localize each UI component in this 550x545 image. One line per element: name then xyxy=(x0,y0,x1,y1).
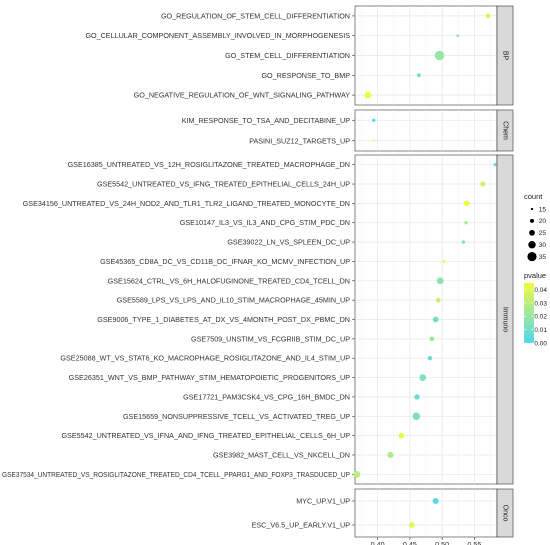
data-point xyxy=(493,163,497,167)
panel-gridlines xyxy=(355,6,497,105)
facet-panels: GO_REGULATION_OF_STEM_CELL_DIFFERENTIATI… xyxy=(2,5,514,538)
term-label: GSE39022_LN_VS_SPLEEN_DC_UP xyxy=(227,238,350,247)
data-point xyxy=(427,356,433,361)
term-label: GSE7509_UNSTIM_VS_FCGRIIB_STIM_DC_UP xyxy=(191,334,350,343)
colorbar-label: 0.04 xyxy=(534,287,547,294)
term-label: GO_NEGATIVE_REGULATION_OF_WNT_SIGNALING_… xyxy=(134,91,351,100)
data-point xyxy=(432,316,439,323)
count-legend-key xyxy=(529,229,535,236)
data-point xyxy=(463,200,470,207)
term-label: GSE10147_IL3_VS_IL3_AND_CPG_STIM_PDC_DN xyxy=(180,218,350,227)
data-point xyxy=(429,336,435,342)
panel-gridlines xyxy=(355,489,497,537)
term-label: GSE15624_CTRL_VS_6H_HALOFUGINONE_TREATED… xyxy=(108,276,350,285)
data-point xyxy=(372,118,376,122)
count-legend-label: 30 xyxy=(539,242,547,249)
facet-immuno: GSE16385_UNTREATED_VS_12H_ROSIGLITAZONE_… xyxy=(2,154,514,485)
pvalue-colorbar xyxy=(524,283,534,343)
term-label: GO_STEM_CELL_DIFFERENTIATION xyxy=(225,51,350,60)
term-label: GSE45365_CD8A_DC_VS_CD11B_DC_IFNAR_KO_MC… xyxy=(100,257,350,266)
facet-strip-label: Onco xyxy=(502,505,509,522)
x-tick-label: 0.45 xyxy=(403,540,417,545)
facet-strip xyxy=(496,5,514,106)
term-label: GSE34156_UNTREATED_VS_24H_NOD2_AND_TLR1_… xyxy=(23,199,350,208)
colorbar-label: 0.02 xyxy=(534,314,547,321)
data-point xyxy=(416,73,421,78)
facet-chem: KIM_RESPONSE_TO_TSA_AND_DECITABINE_UP PAS… xyxy=(182,109,514,152)
pvalue-legend: pvalue 0.04 0.03 0.02 0.01 0.00 xyxy=(524,271,547,347)
count-legend-label: 25 xyxy=(539,230,547,237)
facet-strip-label: Immuno xyxy=(502,307,509,332)
term-label: GO_CELLULAR_COMPONENT_ASSEMBLY_INVOLVED_… xyxy=(85,31,350,40)
term-label: GSE25088_WT_VS_STAT6_KO_MACROPHAGE_ROSIG… xyxy=(60,354,350,363)
facet-strip xyxy=(496,488,514,538)
data-point xyxy=(398,432,405,439)
data-point xyxy=(412,412,421,420)
x-tick-label: 0.50 xyxy=(435,540,449,545)
data-point xyxy=(419,374,427,381)
count-legend-key xyxy=(529,218,535,223)
facet-strip-label: Chem xyxy=(502,121,509,140)
pvalue-legend-title: pvalue xyxy=(524,271,546,280)
count-legend-label: 15 xyxy=(539,206,547,213)
term-label: GO_RESPONSE_TO_BMP xyxy=(261,71,350,80)
data-point xyxy=(435,297,441,303)
count-legend-key xyxy=(528,240,536,249)
term-label: PASINI_SUZ12_TARGETS_UP xyxy=(249,136,350,145)
count-legend-label: 20 xyxy=(539,218,547,225)
x-axis: 0.40 0.45 0.50 0.55 xyxy=(371,537,481,545)
x-tick-label: 0.40 xyxy=(371,540,385,545)
count-legend-key xyxy=(530,207,534,211)
count-legend-label: 35 xyxy=(539,254,547,261)
term-label: GSE9006_TYPE_1_DIABETES_AT_DX_VS_4MONTH_… xyxy=(97,315,350,324)
data-point xyxy=(485,13,491,19)
facet-bp: GO_REGULATION_OF_STEM_CELL_DIFFERENTIATI… xyxy=(85,5,514,106)
term-label: GSE16385_UNTREATED_VS_12H_ROSIGLITAZONE_… xyxy=(68,160,350,169)
term-label: KIM_RESPONSE_TO_TSA_AND_DECITABINE_UP xyxy=(182,116,350,125)
term-label: GSE15659_NONSUPPRESSIVE_TCELL_VS_ACTIVAT… xyxy=(123,412,350,421)
term-label: GO_REGULATION_OF_STEM_CELL_DIFFERENTIATI… xyxy=(161,11,350,20)
term-label: GSE37534_UNTREATED_VS_ROSIGLITAZONE_TREA… xyxy=(2,470,350,479)
count-legend: count 15 20 25 30 35 xyxy=(524,192,547,262)
term-label: GSE5589_LPS_VS_LPS_AND_IL10_STIM_MACROPH… xyxy=(117,296,351,305)
data-point xyxy=(372,139,375,142)
data-point xyxy=(464,221,468,225)
term-label: GSE26351_WNT_VS_BMP_PATHWAY_STIM_HEMATOP… xyxy=(69,373,351,382)
facet-strip xyxy=(496,154,514,485)
data-point xyxy=(434,50,445,61)
data-point xyxy=(436,277,444,285)
term-label: GSE3982_MAST_CELL_VS_NKCELL_DN xyxy=(213,450,350,459)
data-point xyxy=(408,522,415,528)
term-label: ESC_V6.5_UP_EARLY.V1_UP xyxy=(252,521,351,530)
data-point xyxy=(364,91,372,99)
data-point xyxy=(387,451,394,459)
colorbar-label: 0.00 xyxy=(534,340,547,347)
facet-onco: MYC_UP.V1_UP ESC_V6.5_UP_EARLY.V1_UP Onco xyxy=(252,488,514,538)
term-label: GSE5542_UNTREATED_VS_IFNA_AND_IFNG_TREAT… xyxy=(61,431,350,440)
colorbar-label: 0.01 xyxy=(534,327,547,334)
data-point xyxy=(456,34,459,38)
term-label: GSE17721_PAM3CSK4_VS_CPG_16H_BMDC_DN xyxy=(183,392,350,401)
count-legend-title: count xyxy=(524,192,543,201)
facet-strip xyxy=(496,109,514,152)
data-point xyxy=(432,497,439,505)
data-point xyxy=(353,470,361,478)
facet-strip-label: BP xyxy=(502,51,509,61)
data-point xyxy=(480,181,486,187)
data-point xyxy=(461,240,466,244)
data-point xyxy=(442,260,446,263)
panel-gridlines xyxy=(355,110,497,151)
data-point xyxy=(414,394,420,400)
term-label: GSE5542_UNTREATED_VS_IFNG_TREATED_EPITHE… xyxy=(97,180,350,189)
count-legend-key xyxy=(527,252,537,262)
panel-gridlines xyxy=(355,155,497,484)
term-label: MYC_UP.V1_UP xyxy=(296,497,350,506)
colorbar-label: 0.03 xyxy=(534,300,547,307)
x-tick-label: 0.55 xyxy=(467,540,481,545)
